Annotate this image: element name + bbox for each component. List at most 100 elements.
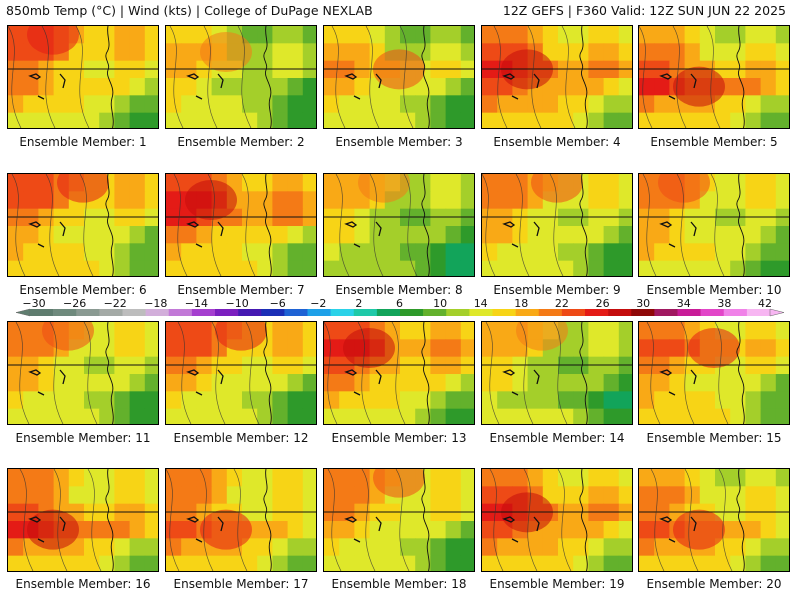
- temperature-cell: [181, 226, 197, 244]
- ensemble-member-label: Ensemble Member: 4: [493, 135, 621, 149]
- ensemble-map-panel: [638, 321, 790, 425]
- temperature-field: [639, 469, 789, 571]
- height-contour: [331, 26, 346, 128]
- temperature-cell: [144, 208, 158, 227]
- warm-core: [358, 174, 410, 203]
- height-contour: [177, 322, 192, 424]
- temperature-cell: [257, 26, 273, 44]
- temperature-cell: [775, 322, 789, 340]
- lake-outline: [344, 369, 382, 396]
- temperature-cell: [324, 538, 340, 557]
- temperature-cell: [618, 260, 632, 276]
- temperature-cell: [573, 538, 589, 557]
- temperature-cell: [144, 243, 158, 262]
- temperature-cell: [760, 521, 777, 539]
- ensemble-member-label: Ensemble Member: 15: [646, 431, 782, 445]
- temperature-cell: [460, 503, 474, 522]
- temperature-cell: [573, 555, 589, 571]
- temperature-cell: [699, 112, 716, 128]
- temperature-cell: [430, 521, 447, 539]
- temperature-cell: [8, 95, 24, 114]
- temperature-cell: [684, 408, 701, 424]
- temperature-cell: [324, 112, 340, 128]
- temperature-cell: [699, 243, 716, 262]
- temperature-cell: [114, 503, 131, 522]
- temperature-cell: [196, 322, 213, 340]
- temperature-cell: [482, 356, 498, 375]
- temperature-cell: [715, 112, 731, 128]
- temperature-cell: [603, 339, 620, 358]
- temperature-cell: [242, 260, 258, 276]
- temperature-cell: [369, 391, 386, 410]
- height-contour: [233, 469, 248, 571]
- warm-core: [57, 174, 109, 203]
- ensemble-map-panel: [481, 173, 633, 277]
- temperature-cell: [654, 469, 670, 487]
- temperature-cell: [558, 391, 574, 410]
- temperature-cell: [669, 469, 686, 487]
- temperature-cell: [639, 408, 655, 424]
- ensemble-map-panel: [7, 468, 159, 572]
- temperature-cell: [745, 356, 762, 375]
- temperature-cell: [129, 503, 146, 522]
- temperature-cell: [257, 503, 273, 522]
- temperature-cell: [129, 78, 146, 96]
- temperature-cell: [460, 60, 474, 79]
- lake-outline: [502, 516, 540, 543]
- temperature-cell: [114, 339, 131, 358]
- temperature-cell: [354, 555, 371, 571]
- temperature-cell: [226, 78, 243, 96]
- temperature-cell: [84, 43, 100, 62]
- temperature-cell: [654, 78, 670, 96]
- temperature-cell: [166, 408, 182, 424]
- temperature-cell: [400, 322, 416, 340]
- temperature-cell: [144, 469, 158, 487]
- temperature-cell: [512, 469, 529, 487]
- temperature-cell: [166, 339, 182, 358]
- temperature-cell: [415, 112, 431, 128]
- temperature-cell: [760, 26, 777, 44]
- temperature-cell: [242, 226, 258, 244]
- temperature-cell: [588, 243, 605, 262]
- temperature-cell: [527, 208, 544, 227]
- temperature-cell: [339, 521, 355, 539]
- temperature-cell: [84, 408, 100, 424]
- temperature-cell: [272, 322, 289, 340]
- temperature-cell: [573, 356, 589, 375]
- temperature-cell: [760, 503, 777, 522]
- temperature-cell: [99, 503, 115, 522]
- temperature-cell: [445, 469, 462, 487]
- temperature-cell: [415, 521, 431, 539]
- temperature-cell: [460, 356, 474, 375]
- temperature-cell: [760, 391, 777, 410]
- temperature-cell: [354, 243, 371, 262]
- temperature-cell: [211, 260, 228, 276]
- temperature-cell: [588, 174, 605, 192]
- temperature-cell: [114, 43, 131, 62]
- temperature-cell: [99, 243, 115, 262]
- coastline: [105, 322, 114, 424]
- temperature-cell: [745, 243, 762, 262]
- temperature-cell: [384, 555, 401, 571]
- temperature-cell: [430, 60, 447, 79]
- temperature-cell: [699, 469, 716, 487]
- temperature-cell: [618, 208, 632, 227]
- temperature-cell: [603, 521, 620, 539]
- temperature-cell: [542, 95, 559, 114]
- temperature-cell: [302, 555, 316, 571]
- temperature-cell: [497, 174, 513, 192]
- temperature-cell: [512, 555, 529, 571]
- colorbar-tick-label: −30: [22, 297, 46, 310]
- ensemble-map-panel: [165, 468, 317, 572]
- temperature-cell: [430, 243, 447, 262]
- temperature-cell: [129, 538, 146, 557]
- temperature-cell: [775, 503, 789, 522]
- lake-outline: [659, 221, 697, 248]
- temperature-cell: [497, 339, 513, 358]
- colorbar-swatch: [469, 309, 493, 316]
- temperature-cell: [573, 260, 589, 276]
- temperature-cell: [53, 243, 70, 262]
- temperature-cell: [573, 322, 589, 340]
- temperature-cell: [400, 408, 416, 424]
- temperature-cell: [430, 356, 447, 375]
